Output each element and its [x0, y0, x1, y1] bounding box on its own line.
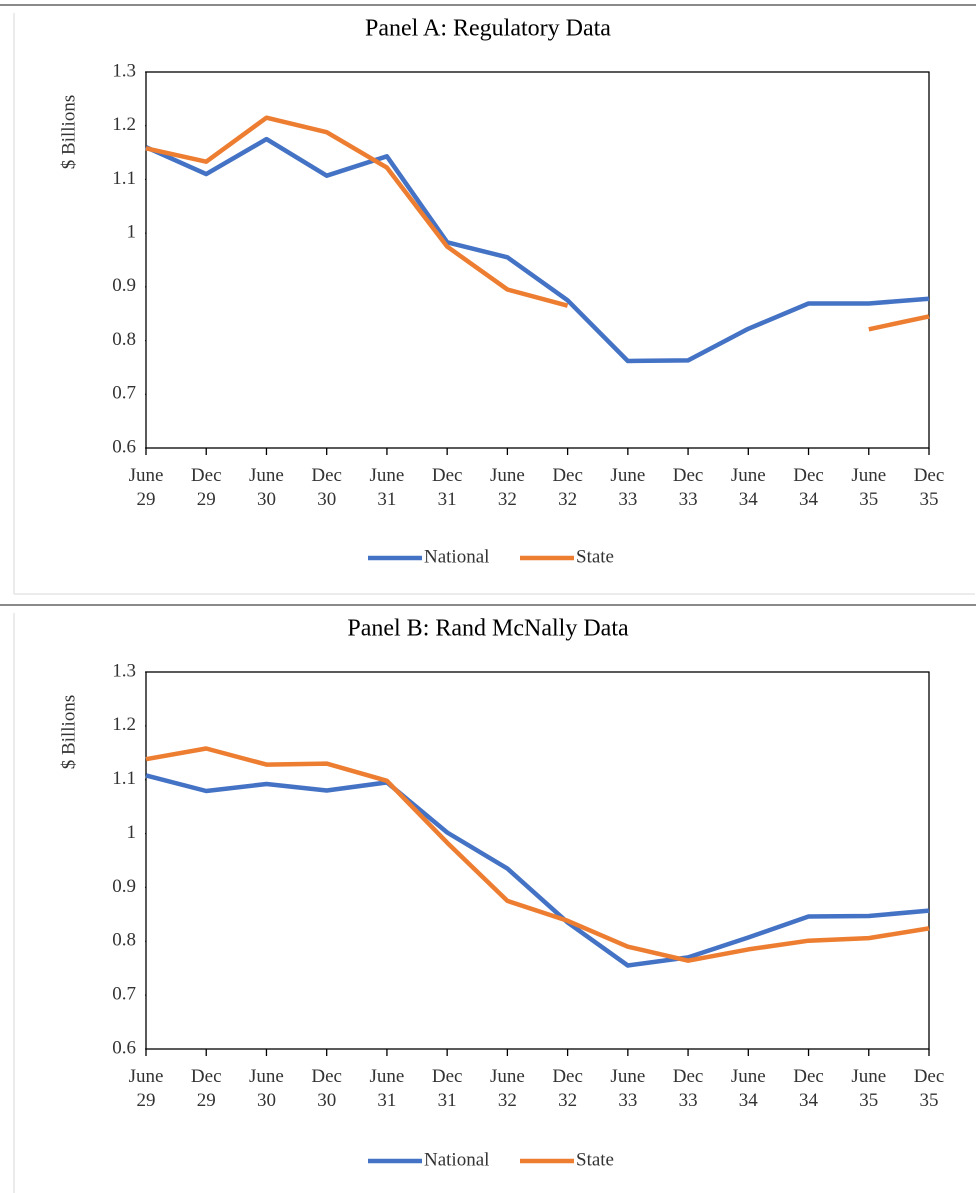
- y-tick-label: 1: [127, 822, 137, 843]
- y-tick-label: 0.6: [112, 436, 136, 457]
- x-tick-label: June 30: [249, 1066, 284, 1111]
- y-tick-label: 1.3: [112, 60, 136, 81]
- series-line: [145, 115, 930, 332]
- y-tick-label: 1.2: [112, 714, 136, 735]
- plot-frame: [145, 671, 930, 1050]
- x-tick-label: Dec 32: [552, 1066, 583, 1111]
- x-tick-label: June 29: [128, 465, 164, 510]
- y-tick-label: 1.1: [112, 168, 136, 189]
- legend-label: National: [424, 546, 489, 567]
- x-tick-label: Dec 31: [431, 465, 463, 510]
- x-tick-label: Dec 31: [431, 1066, 463, 1111]
- x-tick-label: Dec 29: [190, 1066, 222, 1111]
- x-tick-label: June 29: [128, 1066, 164, 1111]
- y-tick-label: 0.8: [112, 930, 136, 951]
- x-tick-label: June 31: [369, 1066, 405, 1111]
- x-tick-label: Dec 35: [913, 1066, 945, 1111]
- y-tick-label: 1.3: [112, 660, 136, 681]
- y-tick-label: 0.9: [112, 876, 136, 897]
- y-tick-label: 0.7: [112, 984, 136, 1005]
- x-tick-label: Dec 30: [311, 1066, 342, 1111]
- x-tick-label: Dec 29: [190, 465, 222, 510]
- x-tick-label: Dec 30: [311, 465, 342, 510]
- y-tick-label: 0.6: [112, 1037, 136, 1058]
- x-tick-label: June 34: [730, 1066, 766, 1111]
- x-tick-label: June 32: [489, 1066, 525, 1111]
- series-line: [145, 136, 930, 364]
- x-tick-label: Dec 33: [672, 1066, 704, 1111]
- y-tick-label: 1.2: [112, 114, 136, 135]
- legend-label: State: [576, 1149, 614, 1170]
- y-tick-label: 0.7: [112, 383, 136, 404]
- panel-title: Panel A: Regulatory Data: [365, 16, 611, 42]
- x-tick-label: June 33: [610, 1066, 646, 1111]
- y-axis-label: $ Billions: [58, 695, 79, 769]
- x-tick-label: June 32: [489, 465, 525, 510]
- x-tick-label: Dec 33: [672, 465, 704, 510]
- panel-title: Panel B: Rand McNally Data: [347, 616, 629, 642]
- x-tick-label: June 34: [730, 465, 766, 510]
- x-tick-label: Dec 34: [793, 465, 824, 510]
- series-line: [145, 773, 930, 968]
- x-tick-label: Dec 32: [552, 465, 583, 510]
- y-tick-label: 0.9: [112, 275, 136, 296]
- x-tick-label: Dec 35: [913, 465, 945, 510]
- x-tick-label: June 30: [249, 465, 284, 510]
- x-tick-label: June 35: [851, 1066, 887, 1111]
- legend-label: State: [576, 546, 614, 567]
- series-line: [145, 746, 930, 963]
- x-tick-label: June 35: [851, 465, 887, 510]
- x-tick-label: June 31: [369, 465, 405, 510]
- x-tick-label: June 33: [610, 465, 646, 510]
- x-tick-label: Dec 34: [793, 1066, 824, 1111]
- y-axis-label: $ Billions: [58, 95, 79, 169]
- plot-frame: [145, 71, 930, 449]
- legend-label: National: [424, 1149, 489, 1170]
- y-tick-label: 1: [127, 222, 137, 243]
- y-tick-label: 0.8: [112, 329, 136, 350]
- y-tick-label: 1.1: [112, 768, 136, 789]
